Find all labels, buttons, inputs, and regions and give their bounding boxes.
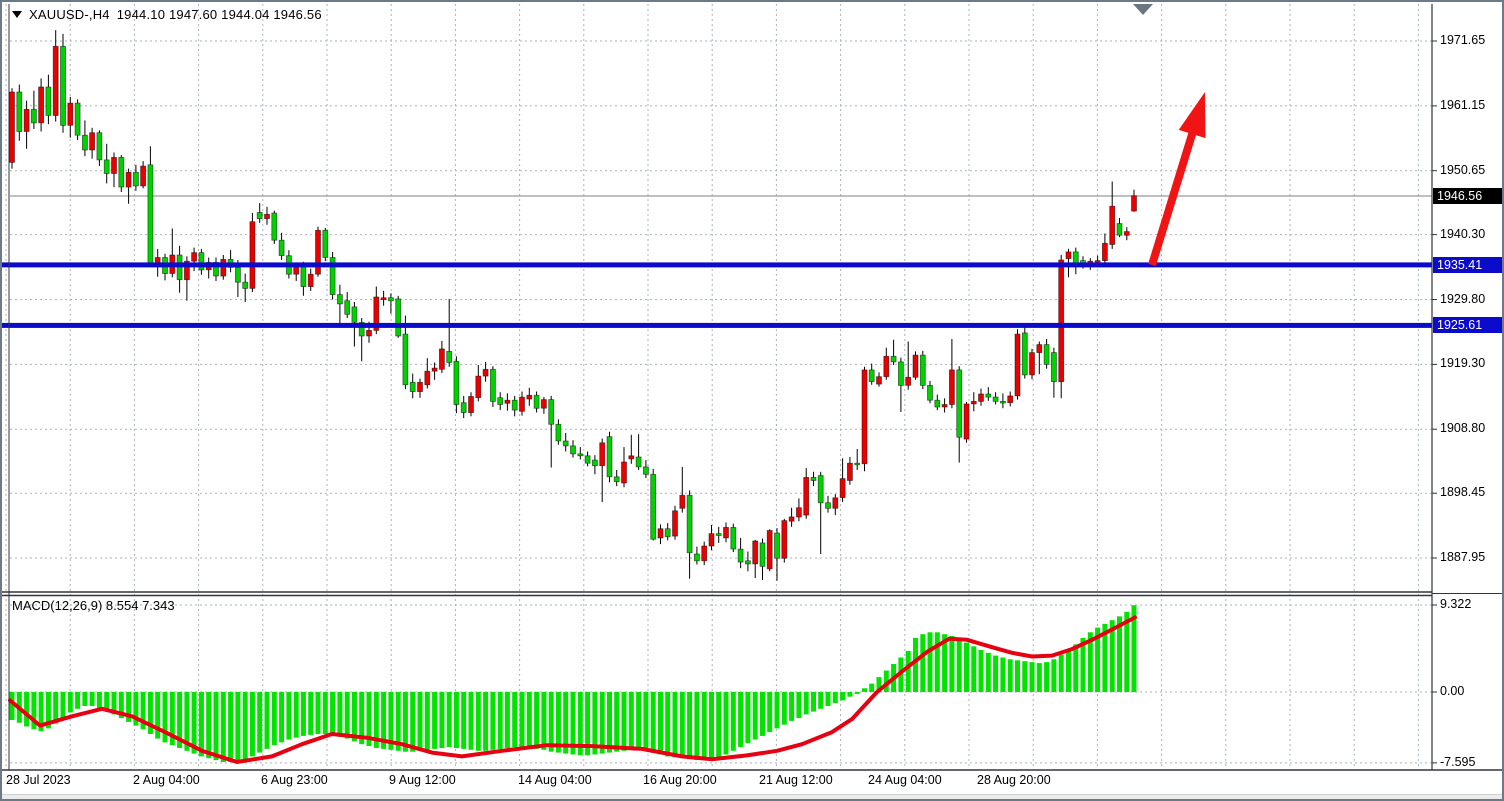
- level-line-support[interactable]: [2, 322, 1432, 328]
- macd-tick-label: 9.322: [1440, 597, 1472, 612]
- symbol-dropdown-icon[interactable]: [12, 11, 22, 18]
- price-tick-label: 1940.30: [1440, 226, 1486, 241]
- price-tick-label: 1961.15: [1440, 97, 1486, 112]
- price-tick-label: 1950.65: [1440, 162, 1486, 177]
- price-tick-label: 1898.45: [1440, 485, 1486, 500]
- chart-shift-marker-icon[interactable]: [1133, 4, 1153, 15]
- current-price-badge: 1946.56: [1433, 187, 1502, 204]
- candles-layer: [9, 30, 1137, 581]
- chart-title: XAUUSD-,H4 1944.10 1947.60 1944.04 1946.…: [12, 7, 322, 22]
- level-price-badge: 1935.41: [1433, 256, 1502, 273]
- macd-histogram: [9, 605, 1137, 762]
- level-line-resistance[interactable]: [2, 262, 1432, 268]
- macd-signal-line: [8, 615, 1137, 764]
- price-tick-label: 1887.95: [1440, 550, 1486, 564]
- trend-arrow[interactable]: [1148, 92, 1206, 267]
- bottom-strip: [2, 794, 1502, 799]
- time-tick-label: 6 Aug 23:00: [261, 773, 328, 787]
- price-tick-label: 1971.65: [1440, 33, 1486, 47]
- symbol-period-label: XAUUSD-,H4: [29, 7, 110, 22]
- time-tick-label: 24 Aug 04:00: [868, 773, 942, 787]
- ohlc-readout: 1944.10 1947.60 1944.04 1946.56: [116, 7, 322, 22]
- macd-tick-label: 0.00: [1440, 684, 1465, 698]
- price-tick-label: 1908.80: [1440, 421, 1486, 436]
- time-tick-label: 14 Aug 04:00: [518, 773, 592, 787]
- vertical-gridlines: [5, 4, 1419, 769]
- time-tick-label: 21 Aug 12:00: [759, 773, 833, 787]
- time-tick-label: 28 Jul 2023: [6, 773, 71, 787]
- level-price-badge: 1925.61: [1433, 317, 1502, 334]
- time-tick-label: 9 Aug 12:00: [389, 773, 456, 787]
- horizontal-gridlines: [10, 40, 1432, 764]
- time-tick-label: 2 Aug 04:00: [133, 773, 200, 787]
- time-tick-label: 28 Aug 20:00: [977, 773, 1051, 787]
- price-tick-label: 1929.80: [1440, 291, 1486, 306]
- axis-tick-marks: [1432, 40, 1437, 764]
- macd-tick-label: -7.595: [1440, 754, 1476, 769]
- macd-indicator-label: MACD(12,26,9) 8.554 7.343: [12, 598, 175, 613]
- price-tick-label: 1919.30: [1440, 356, 1486, 371]
- time-tick-label: 16 Aug 20:00: [643, 773, 717, 787]
- pane-separators: [2, 4, 1502, 771]
